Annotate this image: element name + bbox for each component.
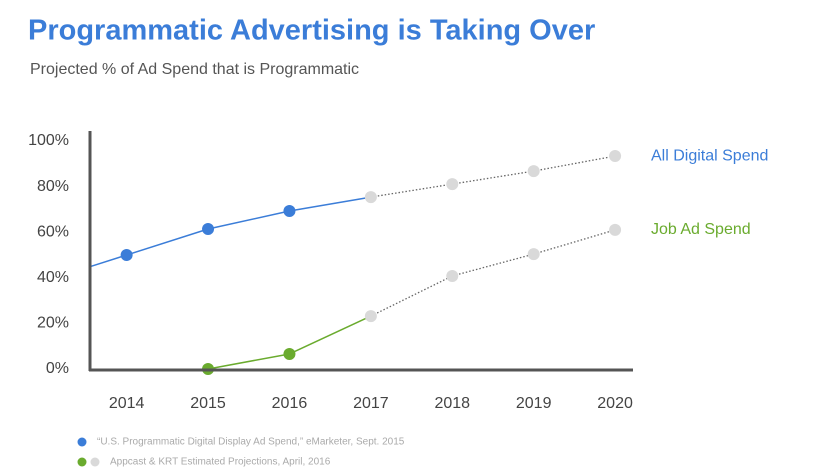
note-text: Appcast & KRT Estimated Projections, Apr… — [110, 457, 331, 468]
x-tick-label: 2019 — [516, 395, 552, 412]
line-segment — [370, 275, 453, 317]
x-tick-label: 2018 — [434, 395, 470, 412]
y-tick-label: 60% — [37, 223, 69, 240]
line-segment — [289, 196, 371, 212]
y-tick-label: 20% — [37, 315, 69, 332]
data-point — [527, 165, 540, 178]
y-tick-label: 80% — [37, 178, 69, 195]
data-point — [283, 347, 296, 360]
x-tick-label: 2017 — [353, 395, 389, 412]
line-segment — [452, 170, 534, 185]
data-point — [202, 223, 215, 236]
data-point — [364, 310, 377, 323]
data-point — [120, 249, 133, 261]
line-segment — [207, 210, 290, 230]
x-tick-label: 2016 — [272, 395, 308, 412]
line-segment — [126, 228, 209, 256]
line-segment — [533, 155, 616, 172]
note-dot — [77, 457, 87, 467]
y-tick-label: 0% — [46, 360, 69, 377]
chart-subtitle: Projected % of Ad Spend that is Programm… — [30, 61, 359, 78]
y-tick-label: 40% — [37, 269, 69, 286]
x-tick-label: 2014 — [109, 395, 145, 412]
note-dot — [77, 437, 87, 447]
series-label: All Digital Spend — [651, 147, 768, 164]
note-text: “U.S. Programmatic Digital Display Ad Sp… — [97, 437, 405, 448]
data-point — [527, 248, 540, 261]
data-point — [364, 191, 377, 204]
data-point — [609, 223, 622, 236]
data-point — [446, 269, 459, 282]
line-segment — [207, 353, 290, 370]
series-label: Job Ad Spend — [651, 221, 751, 238]
chart-title: Programmatic Advertising is Taking Over — [28, 15, 595, 47]
y-tick-label: 100% — [28, 132, 69, 149]
line-segment — [289, 315, 372, 355]
x-tick-label: 2015 — [190, 395, 226, 412]
line-segment — [452, 253, 534, 277]
line-extension — [89, 254, 127, 268]
line-segment — [370, 183, 453, 198]
x-tick-label: 2020 — [597, 395, 633, 412]
line-segment — [533, 229, 616, 255]
note-dot — [90, 457, 100, 467]
data-point — [609, 150, 622, 163]
data-point — [446, 178, 459, 191]
data-point — [283, 204, 296, 217]
